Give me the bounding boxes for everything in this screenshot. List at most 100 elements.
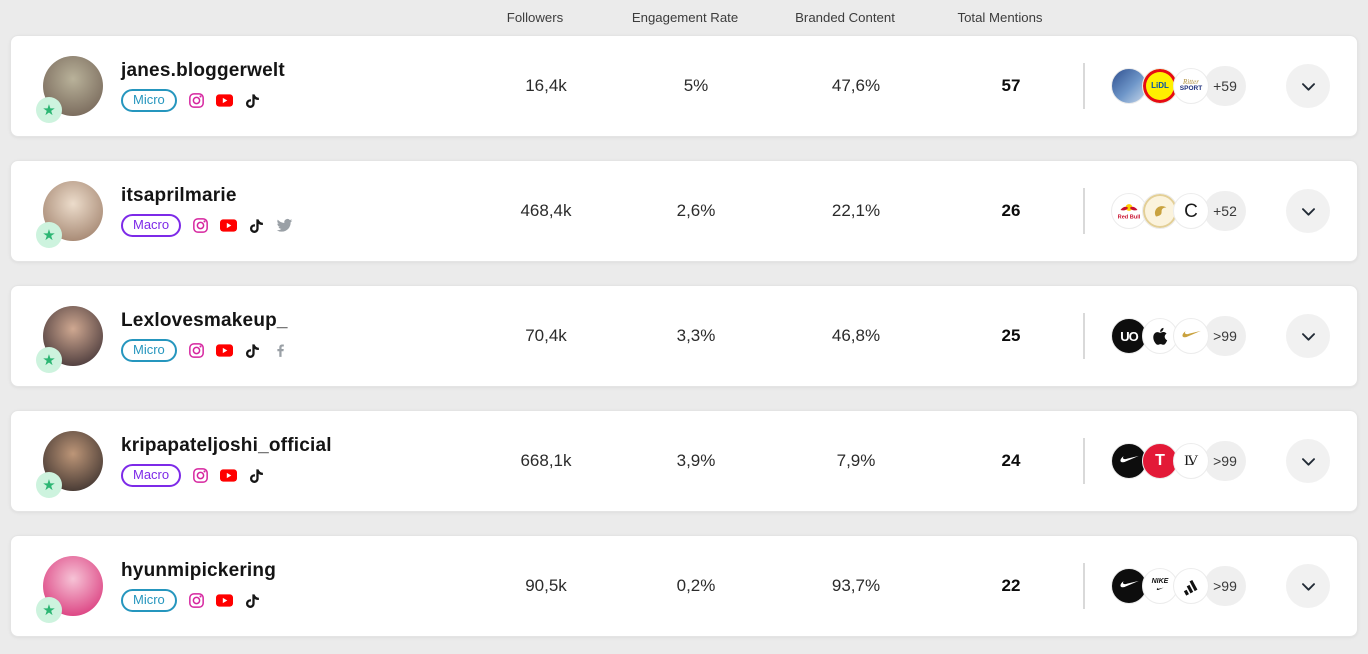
influencer-info: ★ itsaprilmarie Macro <box>11 181 471 248</box>
engagement-rate-value: 3,3% <box>676 326 716 345</box>
influencer-text: hyunmipickering Micro <box>121 560 276 612</box>
tier-badge: Macro <box>121 214 182 237</box>
expand-cell <box>1286 564 1368 608</box>
tier-badge: Micro <box>121 339 177 362</box>
influencer-meta: Micro <box>121 339 289 362</box>
influencer-username[interactable]: kripapateljoshi_official <box>121 435 332 456</box>
avatar-wrapper: ★ <box>36 181 103 248</box>
chevron-down-icon <box>1299 577 1318 596</box>
column-header-engagement-rate: Engagement Rate <box>631 10 739 25</box>
influencer-list: ★ janes.bloggerwelt Micro 16,4k 5% 47,6%… <box>0 35 1368 637</box>
tier-badge: Micro <box>121 589 177 612</box>
brands-cell: UO >99 <box>1111 316 1286 356</box>
branded-content-value: 7,9% <box>836 451 876 470</box>
total-mentions-value: 24 <box>1001 451 1021 470</box>
star-icon: ★ <box>42 226 56 244</box>
branded-content-value: 22,1% <box>831 201 881 220</box>
influencer-row: ★ hyunmipickering Micro 90,5k 0,2% 93,7%… <box>10 535 1358 637</box>
youtube-icon <box>215 342 233 359</box>
influencer-text: itsaprilmarie Macro <box>121 185 293 237</box>
total-mentions-value: 25 <box>1001 326 1021 345</box>
instagram-icon <box>188 92 205 109</box>
more-brands-chip[interactable]: >99 <box>1204 566 1246 606</box>
platform-icons <box>188 92 261 109</box>
platform-icons <box>192 467 265 484</box>
platform-icons <box>188 342 289 359</box>
expand-button[interactable] <box>1286 314 1330 358</box>
brands-cell: LiDL Ritter SPORT +59 <box>1111 66 1286 106</box>
more-brands-chip[interactable]: +52 <box>1204 191 1246 231</box>
brand-logos: Red Bull C <box>1111 193 1209 229</box>
star-icon: ★ <box>42 476 56 494</box>
total-mentions-value: 22 <box>1001 576 1021 595</box>
tier-badge: Micro <box>121 89 177 112</box>
expand-cell <box>1286 189 1368 233</box>
influencer-text: janes.bloggerwelt Micro <box>121 60 285 112</box>
influencer-username[interactable]: janes.bloggerwelt <box>121 60 285 81</box>
branded-content-value: 46,8% <box>831 326 881 345</box>
engagement-rate-value: 0,2% <box>676 576 716 595</box>
avatar-wrapper: ★ <box>36 306 103 373</box>
brand-logos: NIKE <box>1111 568 1209 604</box>
column-header-followers: Followers <box>506 10 564 25</box>
vertical-divider <box>1083 313 1085 359</box>
chevron-down-icon <box>1299 452 1318 471</box>
divider-cell <box>1081 563 1111 609</box>
instagram-icon <box>192 217 209 234</box>
influencer-username[interactable]: Lexlovesmakeup_ <box>121 310 288 331</box>
avatar-wrapper: ★ <box>36 56 103 123</box>
brand-logo-tesla: T <box>1142 443 1178 479</box>
total-mentions-value: 26 <box>1001 201 1021 220</box>
chevron-down-icon <box>1299 202 1318 221</box>
tiktok-icon <box>248 217 265 234</box>
branded-content-value: 47,6% <box>831 76 881 95</box>
brand-logo-photo-collage <box>1111 68 1147 104</box>
influencer-meta: Macro <box>121 464 332 487</box>
influencer-meta: Micro <box>121 89 285 112</box>
brand-logo-c-monogram: C <box>1173 193 1209 229</box>
influencer-username[interactable]: itsaprilmarie <box>121 185 237 206</box>
more-brands-chip[interactable]: +59 <box>1204 66 1246 106</box>
total-mentions-value: 57 <box>1001 76 1021 95</box>
youtube-icon <box>220 467 238 484</box>
avatar-wrapper: ★ <box>36 556 103 623</box>
chevron-down-icon <box>1299 77 1318 96</box>
influencer-info: ★ kripapateljoshi_official Macro <box>11 431 471 498</box>
brand-logo-nike-wordmark: NIKE <box>1142 568 1178 604</box>
divider-cell <box>1081 313 1111 359</box>
divider-cell <box>1081 63 1111 109</box>
expand-button[interactable] <box>1286 189 1330 233</box>
brand-logo-ritter-sport: Ritter SPORT <box>1173 68 1209 104</box>
brand-logo-louis-vuitton: LV <box>1173 443 1209 479</box>
vertical-divider <box>1083 63 1085 109</box>
vertical-divider <box>1083 438 1085 484</box>
column-header-total-mentions: Total Mentions <box>957 10 1043 25</box>
twitter-icon <box>276 217 293 234</box>
followers-value: 90,5k <box>525 576 567 595</box>
branded-content-value: 93,7% <box>831 576 881 595</box>
divider-cell <box>1081 438 1111 484</box>
expand-cell <box>1286 314 1368 358</box>
followers-value: 468,4k <box>520 201 572 220</box>
influencer-text: kripapateljoshi_official Macro <box>121 435 332 487</box>
vertical-divider <box>1083 188 1085 234</box>
influencer-meta: Micro <box>121 589 276 612</box>
expand-button[interactable] <box>1286 564 1330 608</box>
expand-cell <box>1286 439 1368 483</box>
more-brands-chip[interactable]: >99 <box>1204 441 1246 481</box>
influencer-row: ★ Lexlovesmakeup_ Micro 70,4k 3,3% 46,8%… <box>10 285 1358 387</box>
followers-value: 16,4k <box>525 76 567 95</box>
expand-button[interactable] <box>1286 64 1330 108</box>
influencer-row: ★ kripapateljoshi_official Macro 668,1k … <box>10 410 1358 512</box>
brands-cell: NIKE >99 <box>1111 566 1286 606</box>
expand-button[interactable] <box>1286 439 1330 483</box>
star-badge: ★ <box>36 97 62 123</box>
brand-logo-nike <box>1111 443 1147 479</box>
star-icon: ★ <box>42 101 56 119</box>
platform-icons <box>188 592 261 609</box>
influencer-username[interactable]: hyunmipickering <box>121 560 277 581</box>
tiktok-icon <box>244 92 261 109</box>
tiktok-icon <box>248 467 265 484</box>
followers-value: 668,1k <box>520 451 572 470</box>
more-brands-chip[interactable]: >99 <box>1204 316 1246 356</box>
